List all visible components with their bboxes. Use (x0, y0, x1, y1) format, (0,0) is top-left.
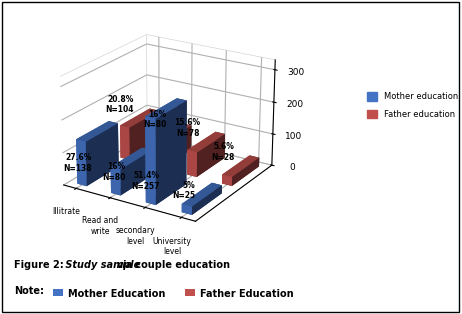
Legend: Mother education, Father education: Mother education, Father education (367, 92, 458, 119)
Text: Study sample: Study sample (62, 261, 144, 270)
Text: Father Education: Father Education (200, 289, 293, 299)
Text: Mother Education: Mother Education (68, 289, 165, 299)
Text: couple education: couple education (132, 261, 230, 270)
Text: via: via (116, 261, 133, 270)
Text: Note:: Note: (14, 286, 44, 295)
Text: Figure 2:: Figure 2: (14, 261, 64, 270)
